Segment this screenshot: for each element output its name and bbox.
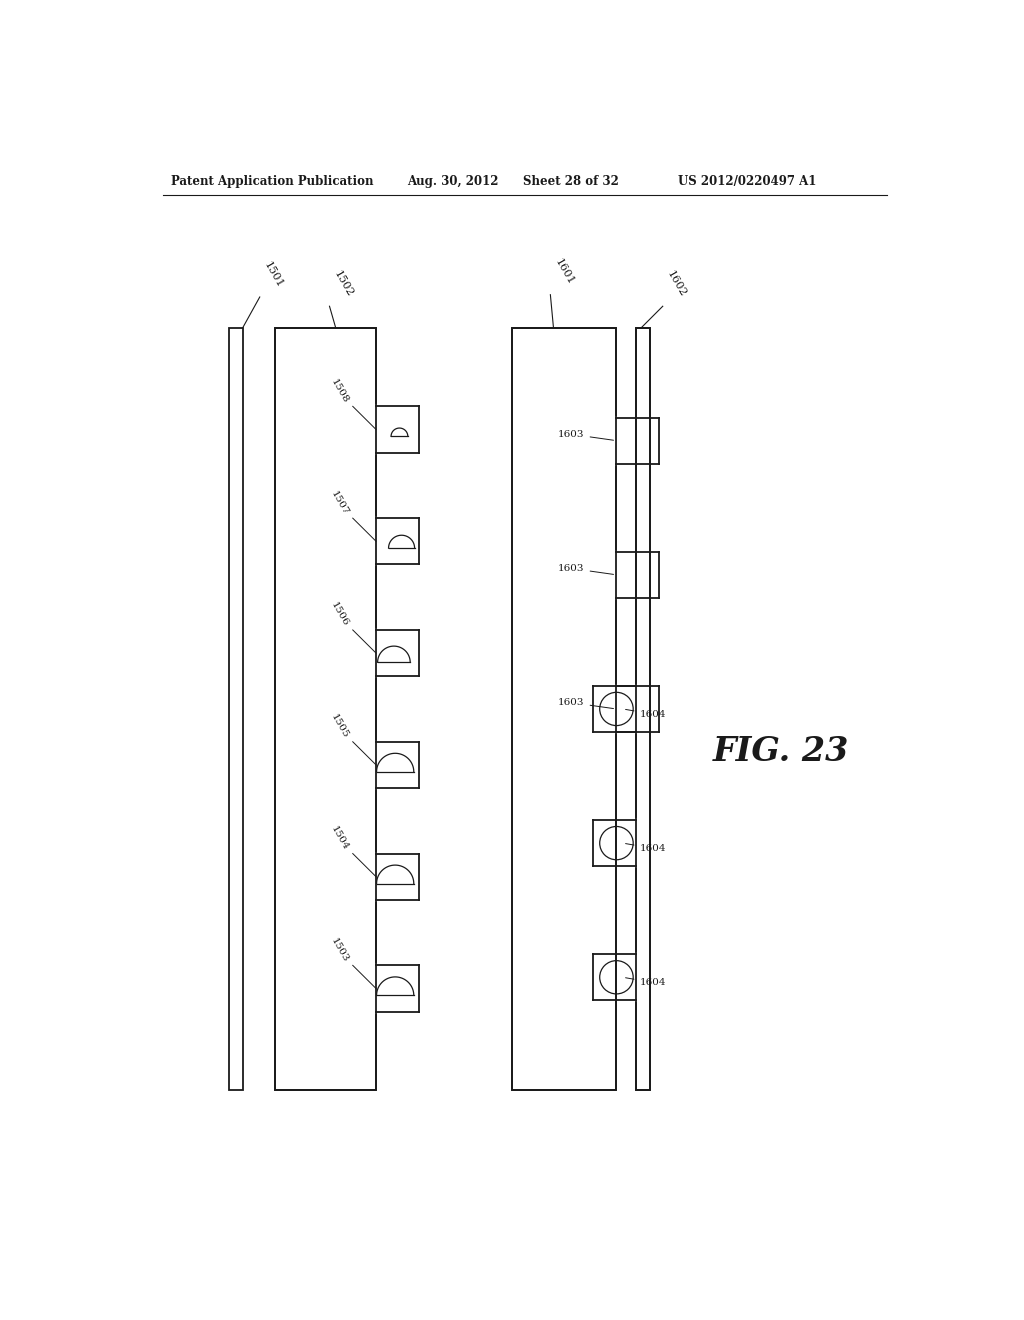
Text: 1601: 1601 xyxy=(553,257,575,286)
Bar xyxy=(636,327,649,1090)
Text: 1603: 1603 xyxy=(558,430,613,441)
Bar xyxy=(275,327,376,1090)
Text: 1501: 1501 xyxy=(262,260,285,289)
Text: FIG. 23: FIG. 23 xyxy=(713,735,850,768)
Text: Sheet 28 of 32: Sheet 28 of 32 xyxy=(523,176,620,187)
Text: 1508: 1508 xyxy=(330,378,350,405)
Text: 1604: 1604 xyxy=(626,709,666,718)
Text: 1502: 1502 xyxy=(332,269,354,298)
Text: 1603: 1603 xyxy=(558,698,613,709)
Text: 1505: 1505 xyxy=(330,713,350,741)
Text: 1507: 1507 xyxy=(330,490,350,516)
Text: US 2012/0220497 A1: US 2012/0220497 A1 xyxy=(678,176,816,187)
Text: 1603: 1603 xyxy=(558,564,613,574)
Bar xyxy=(275,327,376,1090)
Text: 1503: 1503 xyxy=(330,936,350,964)
Text: 1602: 1602 xyxy=(665,269,688,298)
Bar xyxy=(512,327,616,1090)
Text: 1604: 1604 xyxy=(626,843,666,853)
Text: 1504: 1504 xyxy=(330,825,350,851)
Bar xyxy=(228,327,243,1090)
Text: 1604: 1604 xyxy=(626,978,666,987)
Bar xyxy=(512,327,616,1090)
Bar xyxy=(636,327,649,1090)
Text: Aug. 30, 2012: Aug. 30, 2012 xyxy=(407,176,499,187)
Text: Patent Application Publication: Patent Application Publication xyxy=(171,176,373,187)
Text: 1506: 1506 xyxy=(330,601,350,628)
